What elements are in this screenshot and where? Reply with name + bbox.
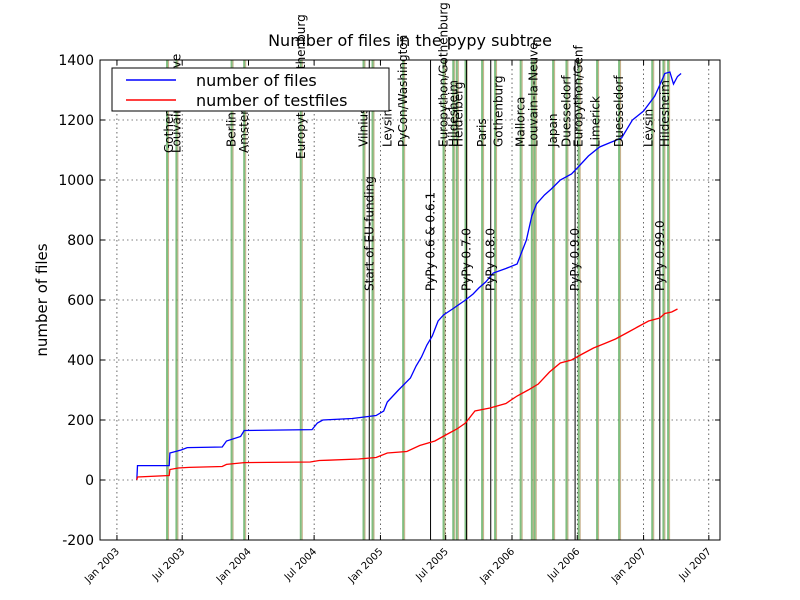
- legend-label: number of files: [196, 71, 317, 90]
- x-tick-label: Jul 2005: [414, 546, 451, 583]
- event-label-release: Start of EU-funding: [362, 176, 376, 291]
- y-tick-label: -200: [62, 533, 94, 549]
- event-label-sprint: Europython/Genf: [572, 44, 586, 147]
- event-label-sprint: Duesseldorf: [612, 75, 626, 147]
- y-tick-label: 1200: [58, 113, 94, 129]
- event-label-sprint: Japan: [546, 114, 560, 148]
- event-label-sprint: Hildesheim: [446, 80, 460, 147]
- event-label-sprint: Berlin: [225, 112, 239, 147]
- y-tick-label: 1000: [58, 173, 94, 189]
- x-tick-label: Jul 2004: [282, 546, 319, 583]
- y-tick-label: 600: [67, 293, 94, 309]
- y-tick-label: 1400: [58, 53, 94, 69]
- x-tick-label: Jul 2007: [677, 546, 714, 583]
- event-label-release: PyPy 0.7.0: [460, 228, 474, 291]
- x-tick-label: Jan 2007: [609, 546, 649, 586]
- event-label-sprint: Mallorca: [514, 97, 528, 147]
- event-label-sprint: Leysin: [642, 109, 656, 147]
- event-markers: [166, 60, 671, 540]
- data-series: [136, 71, 682, 481]
- event-label-sprint: Leysin: [380, 109, 394, 147]
- legend-box: [111, 67, 390, 112]
- series-line-files: [136, 71, 682, 481]
- event-label-release: PyPy 0.9.0: [568, 228, 582, 291]
- y-tick-label: 0: [85, 473, 94, 489]
- event-label-release: PyPy 0.6 & 0.6.1: [424, 192, 438, 291]
- event-label-sprint: Europython/Gothenburg: [437, 2, 451, 147]
- y-tick-label: 400: [67, 353, 94, 369]
- series-line-testfiles: [136, 308, 678, 481]
- event-label-sprint: Hildesheim: [658, 80, 672, 147]
- x-tick-label: Jan 2004: [214, 546, 254, 586]
- event-label-sprint: Limerick: [588, 96, 602, 147]
- event-labels: GothenburgLouvainLaNeuveBerlinAmsterdamE…: [162, 2, 672, 291]
- y-tick-label: 200: [67, 413, 94, 429]
- event-label-sprint: Heidelberg: [451, 82, 465, 147]
- x-tick-label: Jan 2003: [82, 546, 122, 586]
- y-axis-label: number of files: [33, 243, 51, 356]
- event-label-sprint: Paris: [475, 118, 489, 147]
- chart-title: Number of files in the pypy subtree: [268, 31, 552, 50]
- event-label-sprint: Vilnius: [357, 108, 371, 147]
- x-tick-label: Jul 2006: [545, 546, 582, 583]
- event-label-release: PyPy 0.99.0: [653, 220, 667, 291]
- grid-lines: [100, 59, 720, 541]
- x-tick-label: Jan 2006: [477, 546, 517, 586]
- event-label-sprint: PyCon/Washington: [396, 35, 410, 147]
- y-tick-label: 800: [67, 233, 94, 249]
- event-label-release: PyPy 0.8.0: [484, 228, 498, 291]
- event-label-sprint: Duesseldorf: [559, 75, 573, 147]
- event-label-sprint: Louvain-la-Neuve: [526, 42, 540, 147]
- x-tick-label: Jul 2003: [150, 546, 187, 583]
- legend-label: number of testfiles: [196, 91, 347, 110]
- event-label-sprint: Gothenburg: [492, 75, 506, 147]
- x-tick-label: Jan 2005: [346, 546, 386, 586]
